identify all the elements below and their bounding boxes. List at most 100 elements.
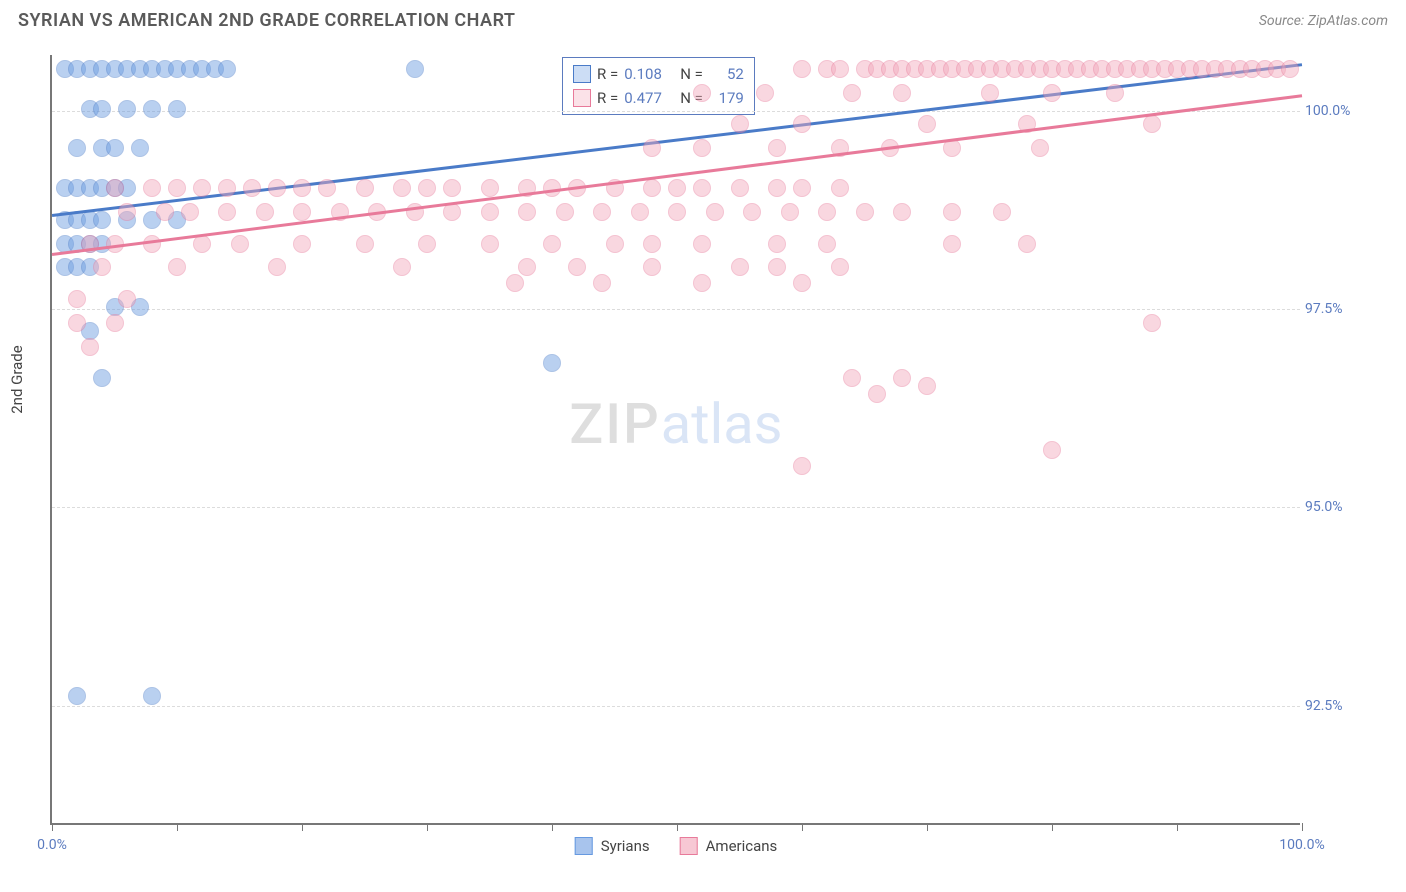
data-point bbox=[593, 203, 611, 221]
data-point bbox=[293, 203, 311, 221]
x-tick bbox=[427, 823, 428, 831]
data-point bbox=[106, 314, 124, 332]
data-point bbox=[793, 274, 811, 292]
data-point bbox=[181, 203, 199, 221]
data-point bbox=[268, 179, 286, 197]
x-tick bbox=[1302, 823, 1303, 831]
y-tick-label: 97.5% bbox=[1305, 301, 1360, 317]
y-tick-label: 100.0% bbox=[1305, 103, 1360, 119]
legend-item: Americans bbox=[680, 837, 778, 855]
legend-swatch bbox=[573, 89, 591, 107]
data-point bbox=[443, 179, 461, 197]
data-point bbox=[1043, 441, 1061, 459]
data-point bbox=[831, 258, 849, 276]
data-point bbox=[168, 258, 186, 276]
x-tick-label: 100.0% bbox=[1279, 837, 1324, 853]
data-point bbox=[168, 179, 186, 197]
data-point bbox=[481, 179, 499, 197]
data-point bbox=[993, 203, 1011, 221]
data-point bbox=[406, 60, 424, 78]
data-point bbox=[118, 100, 136, 118]
data-point bbox=[93, 369, 111, 387]
data-point bbox=[793, 179, 811, 197]
y-tick-label: 92.5% bbox=[1305, 698, 1360, 714]
x-tick bbox=[677, 823, 678, 831]
data-point bbox=[356, 179, 374, 197]
gridline bbox=[52, 309, 1300, 310]
data-point bbox=[893, 369, 911, 387]
data-point bbox=[93, 211, 111, 229]
data-point bbox=[356, 235, 374, 253]
data-point bbox=[706, 203, 724, 221]
data-point bbox=[606, 235, 624, 253]
data-point bbox=[418, 235, 436, 253]
legend-item: Syrians bbox=[575, 837, 650, 855]
data-point bbox=[731, 258, 749, 276]
x-tick bbox=[1052, 823, 1053, 831]
data-point bbox=[768, 258, 786, 276]
data-point bbox=[1106, 84, 1124, 102]
y-axis-label: 2nd Grade bbox=[8, 345, 26, 413]
data-point bbox=[693, 84, 711, 102]
x-tick bbox=[552, 823, 553, 831]
legend-n-value: 52 bbox=[709, 65, 744, 83]
data-point bbox=[693, 274, 711, 292]
x-tick bbox=[927, 823, 928, 831]
data-point bbox=[218, 60, 236, 78]
data-point bbox=[93, 258, 111, 276]
data-point bbox=[831, 179, 849, 197]
legend-swatch bbox=[575, 837, 593, 855]
data-point bbox=[1018, 235, 1036, 253]
data-point bbox=[481, 235, 499, 253]
data-point bbox=[1143, 115, 1161, 133]
x-tick bbox=[52, 823, 53, 831]
data-point bbox=[743, 203, 761, 221]
legend-row: R =0.108N =52 bbox=[573, 62, 744, 86]
data-point bbox=[693, 235, 711, 253]
data-point bbox=[893, 203, 911, 221]
data-point bbox=[818, 235, 836, 253]
legend-r-label: R = bbox=[597, 65, 618, 83]
legend-r-label: R = bbox=[597, 89, 618, 107]
data-point bbox=[293, 179, 311, 197]
data-point bbox=[131, 139, 149, 157]
data-point bbox=[756, 84, 774, 102]
legend-r-value: 0.477 bbox=[624, 89, 674, 107]
data-point bbox=[856, 203, 874, 221]
data-point bbox=[793, 115, 811, 133]
data-point bbox=[643, 139, 661, 157]
legend-row: R =0.477N =179 bbox=[573, 86, 744, 110]
gridline bbox=[52, 111, 1300, 112]
data-point bbox=[81, 338, 99, 356]
chart-title: SYRIAN VS AMERICAN 2ND GRADE CORRELATION… bbox=[18, 10, 516, 31]
data-point bbox=[118, 203, 136, 221]
data-point bbox=[731, 179, 749, 197]
data-point bbox=[218, 203, 236, 221]
data-point bbox=[243, 179, 261, 197]
data-point bbox=[693, 179, 711, 197]
data-point bbox=[418, 179, 436, 197]
trend-line bbox=[52, 95, 1302, 256]
data-point bbox=[1031, 139, 1049, 157]
data-point bbox=[106, 139, 124, 157]
data-point bbox=[68, 139, 86, 157]
data-point bbox=[556, 203, 574, 221]
data-point bbox=[118, 290, 136, 308]
x-tick bbox=[1177, 823, 1178, 831]
data-point bbox=[143, 100, 161, 118]
data-point bbox=[918, 377, 936, 395]
legend-swatch bbox=[680, 837, 698, 855]
data-point bbox=[843, 369, 861, 387]
data-point bbox=[693, 139, 711, 157]
data-point bbox=[893, 84, 911, 102]
data-point bbox=[668, 203, 686, 221]
gridline bbox=[52, 507, 1300, 508]
data-point bbox=[1281, 60, 1299, 78]
data-point bbox=[143, 179, 161, 197]
data-point bbox=[768, 139, 786, 157]
plot-area: 2nd Grade ZIPatlas R =0.108N =52R =0.477… bbox=[50, 55, 1300, 825]
data-point bbox=[518, 258, 536, 276]
legend-n-value: 179 bbox=[709, 89, 744, 107]
data-point bbox=[106, 179, 124, 197]
data-point bbox=[768, 235, 786, 253]
